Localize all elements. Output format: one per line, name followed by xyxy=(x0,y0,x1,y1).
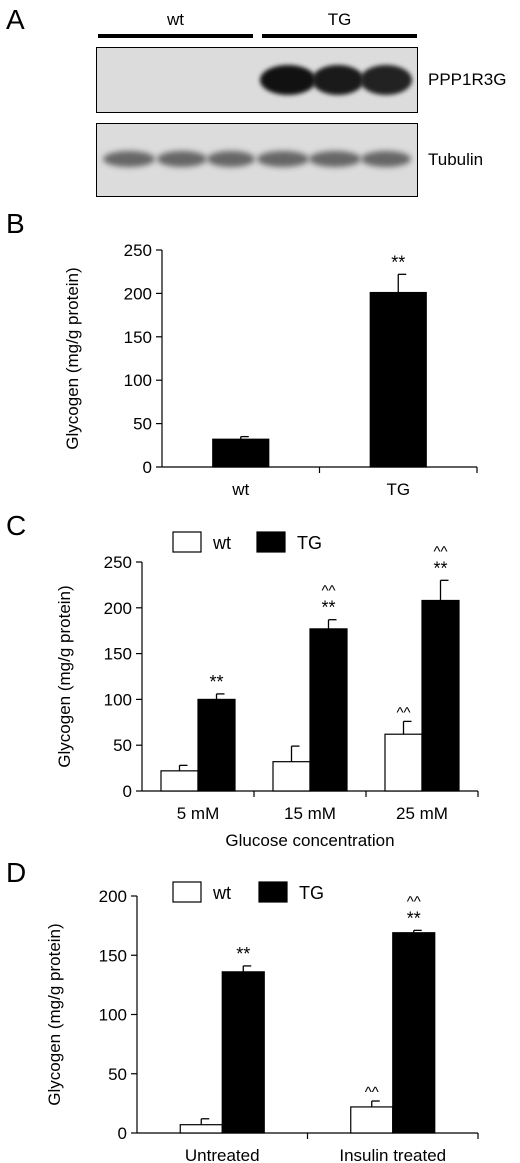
y-tick-label: 150 xyxy=(124,328,152,347)
bar-wt-1 xyxy=(272,761,311,792)
y-tick-label: 250 xyxy=(124,241,152,260)
significance-star: ** xyxy=(407,908,421,928)
panel-b-letter: B xyxy=(6,208,25,239)
legend-swatch-wt xyxy=(172,881,202,903)
y-tick-label: 50 xyxy=(133,415,152,434)
x-tick-label: 5 mM xyxy=(177,804,220,823)
ppp1r3g-band-tg-1 xyxy=(260,65,316,95)
legend-label-wt: wt xyxy=(212,533,231,553)
blot-ppp1r3g xyxy=(96,47,418,113)
significance-star: ** xyxy=(433,558,447,578)
legend-swatch-TG xyxy=(258,881,288,903)
y-axis-title: Glycogen (mg/g protein) xyxy=(63,267,82,449)
chart-c: 0 50 100 150 200 250 Glycogen (mg/g protein) 5 … xyxy=(55,531,479,850)
tubulin-band-3 xyxy=(207,151,255,167)
blot-label-tubulin: Tubulin xyxy=(428,150,484,169)
y-tick-label: 150 xyxy=(104,645,132,664)
blot-group-wt-label: wt xyxy=(167,10,184,29)
significance-caret: ^^ xyxy=(433,543,447,560)
y-axis-title: Glycogen (mg/g protein) xyxy=(45,923,64,1105)
bar-TG-0 xyxy=(221,971,265,1134)
significance-star: ** xyxy=(209,672,223,692)
x-tick-label: TG xyxy=(386,480,410,499)
x-tick-label: 15 mM xyxy=(284,804,336,823)
y-tick-label: 50 xyxy=(113,736,132,755)
x-axis-title: Glucose concentration xyxy=(225,831,394,850)
legend-swatch-TG xyxy=(256,531,286,553)
bar-wt-0 xyxy=(160,770,199,792)
bar-wt-1 xyxy=(350,1106,394,1134)
x-tick-label: Insulin treated xyxy=(339,1146,446,1163)
tubulin-band-1 xyxy=(103,151,155,167)
blot-label-ppp1r3g: PPP1R3G xyxy=(428,70,507,89)
y-tick-label: 200 xyxy=(104,599,132,618)
bar-value-0 xyxy=(212,438,270,468)
chart-b: 0 50 100 150 200 250 Glycogen (mg/g protein) wt… xyxy=(63,241,478,499)
ppp1r3g-band-tg-2 xyxy=(312,65,364,95)
legend-label-TG: TG xyxy=(297,533,322,553)
blot-group-tg-line xyxy=(262,34,417,38)
panel-c-letter: C xyxy=(6,510,27,541)
y-tick-label: 100 xyxy=(124,371,152,390)
x-tick-label: wt xyxy=(231,480,249,499)
bar-wt-2 xyxy=(384,733,423,792)
tubulin-band-5 xyxy=(309,151,361,167)
y-tick-label: 100 xyxy=(99,1006,127,1025)
significance-caret: ^^ xyxy=(407,893,421,910)
y-tick-label: 200 xyxy=(124,284,152,303)
significance-caret: ^^ xyxy=(396,704,410,721)
panel-a-letter: A xyxy=(6,4,25,35)
y-tick-label: 250 xyxy=(104,553,132,572)
y-tick-label: 0 xyxy=(143,458,152,477)
bar-value-1 xyxy=(369,291,427,468)
bar-wt-0 xyxy=(179,1124,223,1134)
x-tick-label: 25 mM xyxy=(396,804,448,823)
bar-TG-2 xyxy=(421,599,460,792)
ppp1r3g-band-tg-3 xyxy=(360,65,412,95)
y-tick-label: 0 xyxy=(123,782,132,801)
y-tick-label: 200 xyxy=(99,887,127,906)
blot-tubulin xyxy=(96,123,418,197)
significance-star: ** xyxy=(391,252,405,272)
y-tick-label: 100 xyxy=(104,690,132,709)
legend-label-TG: TG xyxy=(299,883,324,903)
bar-TG-1 xyxy=(392,932,436,1134)
significance-star: ** xyxy=(236,944,250,964)
tubulin-band-4 xyxy=(257,151,309,167)
significance-caret: ^^ xyxy=(365,1084,379,1101)
legend-swatch-wt xyxy=(172,531,202,553)
tubulin-band-6 xyxy=(361,151,411,167)
y-tick-label: 50 xyxy=(108,1065,127,1084)
blot-group-wt-line xyxy=(98,34,253,38)
chart-d: 0 50 100 150 200 Glycogen (mg/g protein) Untre… xyxy=(45,881,479,1163)
y-axis-title: Glycogen (mg/g protein) xyxy=(55,585,74,767)
blot-group-tg-label: TG xyxy=(327,10,352,29)
significance-caret: ^^ xyxy=(321,583,335,600)
panel-d-letter: D xyxy=(6,857,27,888)
significance-star: ** xyxy=(321,598,335,618)
tubulin-band-2 xyxy=(157,151,207,167)
y-tick-label: 150 xyxy=(99,946,127,965)
x-tick-label: Untreated xyxy=(185,1146,260,1163)
legend-label-wt: wt xyxy=(212,883,231,903)
bar-TG-0 xyxy=(197,698,236,792)
y-tick-label: 0 xyxy=(118,1124,127,1143)
bar-TG-1 xyxy=(309,628,348,792)
